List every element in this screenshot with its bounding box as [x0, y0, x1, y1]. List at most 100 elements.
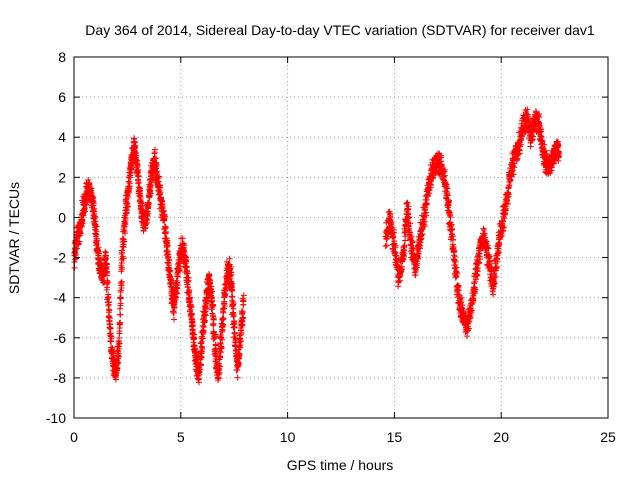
data-point: [234, 366, 241, 373]
data-point: [229, 286, 236, 293]
data-point: [199, 345, 206, 352]
data-point: [209, 310, 216, 317]
data-point: [407, 220, 414, 227]
data-point: [146, 200, 153, 207]
data-point: [491, 278, 498, 285]
data-point: [114, 358, 121, 365]
data-point: [117, 311, 124, 318]
data-point: [132, 142, 139, 149]
data-point: [494, 258, 501, 265]
data-point: [422, 206, 429, 213]
data-point: [219, 315, 226, 322]
y-tick-label: -4: [54, 290, 67, 306]
data-point: [483, 238, 490, 245]
data-point: [105, 291, 112, 298]
data-point: [236, 355, 243, 362]
data-point: [210, 322, 217, 329]
data-point: [216, 367, 223, 374]
data-point: [105, 279, 112, 286]
data-point: [117, 288, 124, 295]
data-point: [176, 263, 183, 270]
data-point: [240, 315, 247, 322]
data-point: [189, 311, 196, 318]
data-point: [217, 353, 224, 360]
data-point: [121, 224, 128, 231]
data-point: [510, 171, 517, 178]
data-point: [89, 194, 96, 201]
data-point: [209, 302, 216, 309]
data-point: [118, 282, 125, 289]
data-point: [441, 166, 448, 173]
data-point: [555, 150, 562, 157]
data-point: [505, 191, 512, 198]
data-point: [192, 352, 199, 359]
data-point: [121, 230, 128, 237]
data-point: [196, 369, 203, 376]
data-point: [502, 207, 509, 214]
data-point: [199, 328, 206, 335]
data-point: [398, 267, 405, 274]
data-point: [168, 284, 175, 291]
data-point: [445, 201, 452, 208]
data-point: [161, 217, 168, 224]
data-point: [228, 281, 235, 288]
data-point: [151, 146, 158, 153]
data-point: [195, 376, 202, 383]
data-point: [173, 277, 180, 284]
data-point: [441, 172, 448, 179]
data-point: [464, 333, 471, 340]
y-tick-label: 6: [58, 89, 66, 105]
data-point: [447, 214, 454, 221]
data-point: [116, 319, 123, 326]
data-point: [498, 232, 505, 239]
data-point: [116, 295, 123, 302]
data-point: [505, 185, 512, 192]
data-point: [535, 119, 542, 126]
data-point: [480, 225, 487, 232]
data-point: [148, 178, 155, 185]
data-point: [87, 184, 94, 191]
data-point: [180, 247, 187, 254]
data-point: [190, 333, 197, 340]
data-point: [162, 223, 169, 230]
data-point: [467, 314, 474, 321]
data-point: [237, 338, 244, 345]
data-point: [444, 191, 451, 198]
y-tick-label: -8: [54, 370, 67, 386]
data-point: [217, 363, 224, 370]
data-point: [200, 322, 207, 329]
data-point: [116, 340, 123, 347]
data-point: [390, 233, 397, 240]
data-point: [228, 271, 235, 278]
data-point: [201, 317, 208, 324]
x-tick-labels: 0 5 10 15 20 25: [70, 429, 616, 445]
y-tick-label: 2: [58, 169, 66, 185]
data-point: [536, 114, 543, 121]
data-point: [174, 273, 181, 280]
data-point: [93, 231, 100, 238]
data-point: [108, 338, 115, 345]
data-point: [198, 340, 205, 347]
data-point: [417, 242, 424, 249]
data-point: [144, 219, 151, 226]
data-point: [102, 256, 109, 263]
data-point: [516, 150, 523, 157]
chart-title: Day 364 of 2014, Sidereal Day-to-day VTE…: [85, 22, 595, 38]
data-point: [76, 238, 83, 245]
data-point: [449, 236, 456, 243]
data-point: [236, 351, 243, 358]
data-point: [210, 302, 217, 309]
data-point: [135, 173, 142, 180]
data-point: [218, 344, 225, 351]
data-point: [162, 228, 169, 235]
data-point: [106, 324, 113, 331]
data-point: [453, 264, 460, 271]
data-point: [183, 258, 190, 265]
data-point: [109, 345, 116, 352]
data-point: [480, 227, 487, 234]
data-point: [459, 310, 466, 317]
data-point: [90, 202, 97, 209]
data-point: [219, 336, 226, 343]
data-point: [217, 349, 224, 356]
